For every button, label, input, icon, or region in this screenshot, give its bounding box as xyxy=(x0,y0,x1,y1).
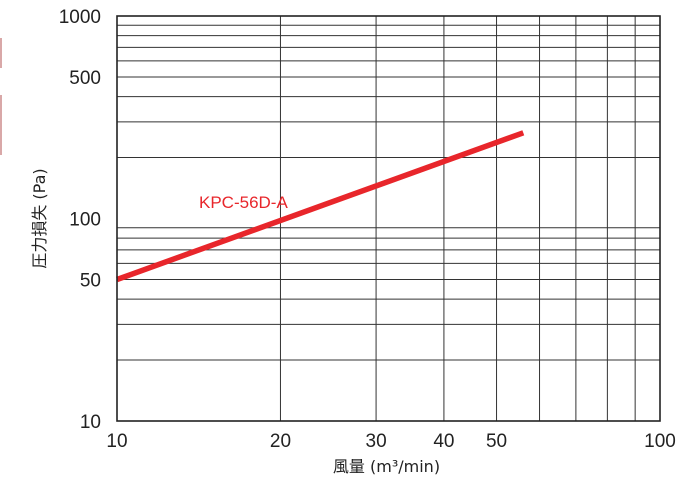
x-tick-labels: 10 20 30 40 50 100 xyxy=(106,431,675,452)
series-layer xyxy=(116,130,525,283)
plot-frame xyxy=(116,15,661,422)
series-line xyxy=(116,130,525,283)
grid xyxy=(117,16,660,421)
y-tick-label: 500 xyxy=(69,68,101,89)
x-tick-label: 100 xyxy=(644,431,676,452)
x-tick-label: 40 xyxy=(433,431,454,452)
y-axis-label: 圧力損失 (Pa) xyxy=(30,168,49,268)
y-tick-label: 1000 xyxy=(59,7,101,28)
x-tick-label: 20 xyxy=(270,431,291,452)
x-tick-label: 30 xyxy=(366,431,387,452)
x-axis-label: 風量 (m³/min) xyxy=(333,457,440,476)
y-tick-labels: 10 50 100 500 1000 xyxy=(59,7,101,433)
series-label: KPC-56D-A xyxy=(199,193,288,212)
y-tick-label: 10 xyxy=(80,412,101,433)
left-edge-mark xyxy=(0,38,2,68)
x-tick-label: 10 xyxy=(106,431,127,452)
y-tick-label: 50 xyxy=(80,270,101,291)
y-tick-label: 100 xyxy=(69,210,101,231)
x-tick-label: 50 xyxy=(486,431,507,452)
series-labels: KPC-56D-A xyxy=(199,193,288,212)
left-edge-mark xyxy=(0,95,2,155)
